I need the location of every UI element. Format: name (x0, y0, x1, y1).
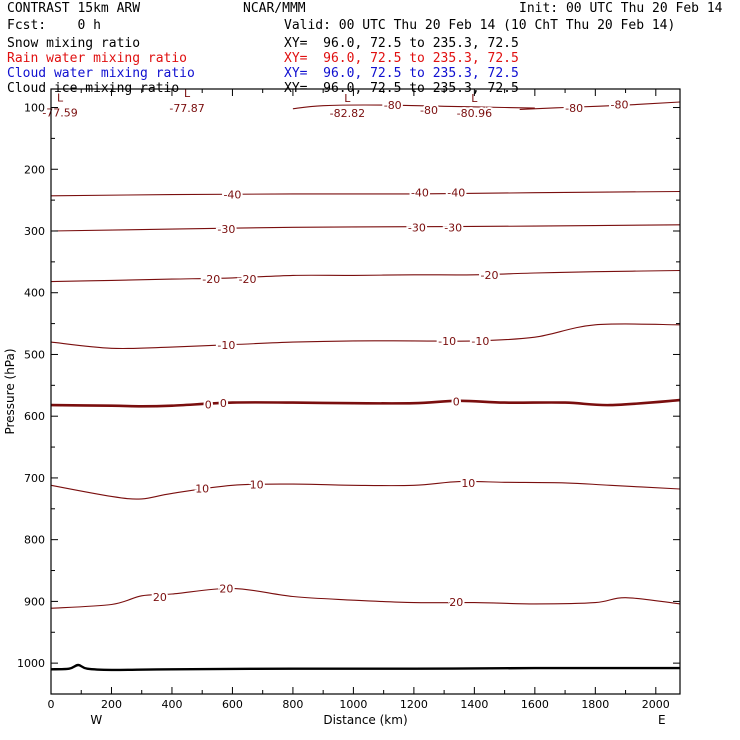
minimum-value-1: -77.87 (169, 102, 204, 115)
contour-line-6 (50, 190, 681, 197)
y-tick-label-4: 500 (24, 348, 45, 361)
y-axis-title: Pressure (hPa) (3, 348, 17, 434)
x-tick-label-8: 1600 (521, 698, 549, 711)
terrain-line (50, 663, 681, 672)
contour-label-2: -80 (565, 102, 583, 115)
contour-line-4 (50, 269, 681, 283)
contour-label-19: 10 (195, 482, 209, 495)
contour-label-16: 0 (205, 398, 212, 411)
contour-label-15: -10 (471, 335, 489, 348)
contour-line-5 (50, 224, 681, 232)
x-tick-label-4: 800 (282, 698, 303, 711)
contour-line-7 (292, 104, 535, 110)
y-tick-label-3: 400 (24, 287, 45, 300)
y-tick-label-9: 1000 (17, 657, 45, 670)
contour-label-5: -40 (411, 187, 429, 200)
plot-frame (50, 88, 681, 695)
contour-label-22: 20 (153, 591, 167, 604)
x-end-label-east: E (658, 713, 666, 727)
contour-label-23: 20 (219, 582, 233, 595)
x-tick-label-9: 1800 (581, 698, 609, 711)
legend-cloud-ice-label: Cloud ice mixing ratio (7, 81, 180, 96)
y-tick-label-6: 700 (24, 472, 45, 485)
legend-cloud-water-xy: XY= 96.0, 72.5 to 235.3, 72.5 (284, 66, 519, 81)
minimum-mark-3: L (471, 92, 478, 105)
x-tick-label-3: 600 (222, 698, 243, 711)
contour-label-3: -80 (611, 98, 629, 111)
contour-label-17: 0 (220, 397, 227, 410)
minimum-value-3: -80.96 (457, 107, 492, 120)
contour-label-14: -10 (438, 335, 456, 348)
contour-line-8 (519, 101, 681, 110)
contour-label-11: -20 (239, 273, 257, 286)
y-tick-label-0: 100 (24, 102, 45, 115)
contour-label-1: -80 (420, 104, 438, 117)
contour-label-7: -30 (217, 223, 235, 236)
x-end-label-west: W (90, 713, 102, 727)
plot-title: CONTRAST 15km ARW (7, 1, 141, 16)
valid-time: Valid: 00 UTC Thu 20 Feb 14 (10 ChT Thu … (284, 18, 676, 33)
y-tick-label-8: 900 (24, 595, 45, 608)
y-tick-label-7: 800 (24, 534, 45, 547)
minimum-mark-1: L (184, 87, 191, 100)
contour-line-2 (50, 398, 681, 408)
minimum-value-0: -77.59 (42, 106, 77, 119)
legend-snow-xy: XY= 96.0, 72.5 to 235.3, 72.5 (284, 36, 519, 51)
minimum-value-2: -82.82 (330, 107, 365, 120)
x-tick-label-2: 400 (161, 698, 182, 711)
x-axis-title: Distance (km) (323, 713, 407, 727)
contour-label-13: -10 (217, 339, 235, 352)
minimum-mark-2: L (344, 92, 351, 105)
contour-line-1 (50, 480, 681, 500)
forecast-hour: Fcst: 0 h (7, 18, 101, 33)
contour-label-21: 10 (461, 477, 475, 490)
contour-label-10: -20 (202, 273, 220, 286)
contour-label-24: 20 (449, 596, 463, 609)
contour-line-0 (50, 587, 681, 609)
legend-rain-xy: XY= 96.0, 72.5 to 235.3, 72.5 (284, 51, 519, 66)
contour-label-20: 10 (250, 479, 264, 492)
y-tick-label-5: 600 (24, 410, 45, 423)
x-tick-label-10: 2000 (642, 698, 670, 711)
contour-label-4: -40 (223, 189, 241, 202)
x-tick-label-1: 200 (101, 698, 122, 711)
legend-snow-label: Snow mixing ratio (7, 36, 141, 51)
contour-label-18: 0 (453, 395, 460, 408)
center-label: NCAR/MMM (243, 1, 306, 16)
contour-label-9: -30 (444, 221, 462, 234)
y-tick-label-1: 200 (24, 163, 45, 176)
x-tick-label-7: 1400 (460, 698, 488, 711)
init-time: Init: 00 UTC Thu 20 Feb 14 (519, 1, 723, 16)
legend-cloud-water-label: Cloud water mixing ratio (7, 66, 195, 81)
y-tick-label-2: 300 (24, 225, 45, 238)
x-tick-label-6: 1200 (400, 698, 428, 711)
contour-label-8: -30 (408, 221, 426, 234)
contour-label-12: -20 (481, 269, 499, 282)
contour-label-0: -80 (384, 99, 402, 112)
x-tick-label-0: 0 (48, 698, 55, 711)
legend-rain-label: Rain water mixing ratio (7, 51, 188, 66)
x-tick-label-5: 1000 (339, 698, 367, 711)
minimum-mark-0: L (57, 91, 64, 104)
contour-line-3 (50, 323, 681, 350)
contour-label-6: -40 (447, 187, 465, 200)
